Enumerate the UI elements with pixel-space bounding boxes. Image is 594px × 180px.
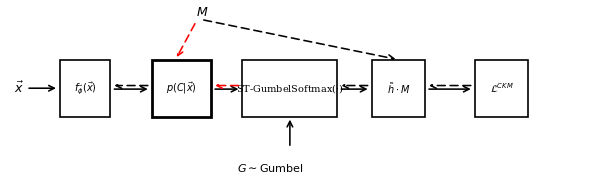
Text: $\tilde{h}\cdot M$: $\tilde{h}\cdot M$ xyxy=(387,81,410,96)
FancyBboxPatch shape xyxy=(475,60,528,117)
FancyBboxPatch shape xyxy=(152,60,211,117)
Text: $p(C|\vec{x})$: $p(C|\vec{x})$ xyxy=(166,80,197,96)
Text: $G\sim\mathrm{Gumbel}$: $G\sim\mathrm{Gumbel}$ xyxy=(237,162,304,174)
Text: $\mathcal{L}^{CKM}$: $\mathcal{L}^{CKM}$ xyxy=(489,81,513,95)
FancyBboxPatch shape xyxy=(60,60,110,117)
Text: $M$: $M$ xyxy=(196,6,208,19)
Text: $\vec{x}$: $\vec{x}$ xyxy=(14,81,23,96)
FancyBboxPatch shape xyxy=(242,60,337,117)
FancyBboxPatch shape xyxy=(372,60,425,117)
Text: ST-GumbelSoftmax($\cdot$): ST-GumbelSoftmax($\cdot$) xyxy=(236,82,344,95)
Text: $f_{\vec{\phi}}(\vec{x})$: $f_{\vec{\phi}}(\vec{x})$ xyxy=(74,80,96,96)
